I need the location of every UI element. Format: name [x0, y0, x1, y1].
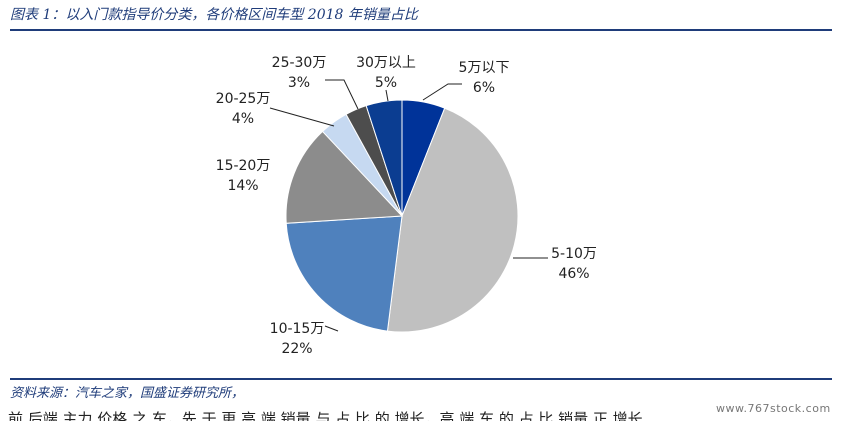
top-rule	[10, 29, 832, 31]
slice-percent-label: 6%	[473, 80, 495, 96]
slice-label: 20-25万	[216, 91, 271, 107]
slice-label: 30万以上	[356, 55, 416, 71]
pie-chart: 5万以下 6% 5-10万 46% 10-15万 22% 15-20万 14% 20-25万 4%…	[216, 55, 597, 357]
slice-percent-label: 14%	[227, 178, 258, 194]
slice-label: 15-20万	[216, 158, 271, 174]
pie-slice	[365, 99, 403, 217]
slice-percent-label: 46%	[558, 266, 589, 282]
slice-label: 10-15万	[270, 321, 325, 337]
slice-percent-label: 22%	[281, 341, 312, 357]
leader-line	[325, 79, 359, 110]
source-note: 资料来源：汽车之家，国盛证券研究所，	[10, 386, 245, 401]
watermark: www.767stock.com	[716, 402, 831, 415]
pie-slice	[285, 130, 404, 224]
leader-line	[422, 83, 462, 101]
slice-label: 5万以下	[459, 60, 510, 76]
slice-percent-label: 4%	[232, 111, 254, 127]
slice-percent-label: 5%	[375, 75, 397, 91]
slice-label: 5-10万	[551, 246, 597, 262]
leader-line	[269, 107, 335, 127]
slice-label: 25-30万	[272, 55, 327, 71]
slice-percent-label: 3%	[288, 75, 310, 91]
body-text-cut: 前 后端 主力 价格 之 车，先 于 更 高 端 销量 与 占 比 的 增长，高…	[8, 410, 643, 421]
leader-line	[385, 89, 389, 102]
figure-caption: 图表 1：以入门款指导价分类，各价格区间车型 2018 年销量占比	[10, 7, 418, 23]
leader-line	[324, 325, 339, 332]
bottom-rule	[10, 378, 832, 380]
pie-slice	[386, 107, 519, 333]
pie-slice	[285, 215, 403, 332]
